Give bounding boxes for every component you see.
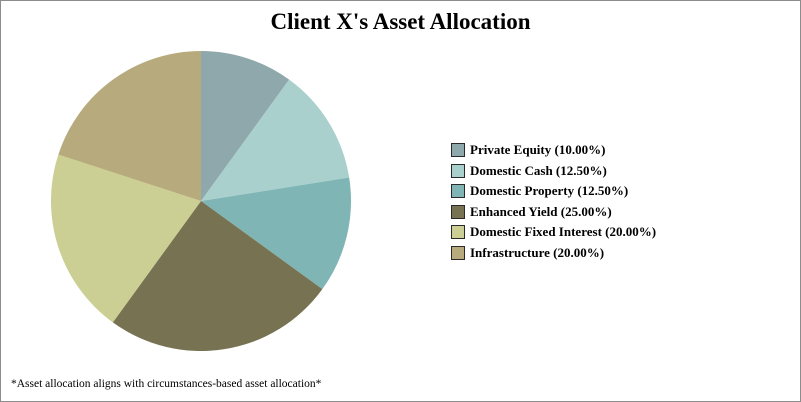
- chart-legend: Private Equity (10.00%) Domestic Cash (12…: [451, 140, 656, 263]
- chart-footnote: *Asset allocation aligns with circumstan…: [11, 378, 322, 390]
- legend-label: Domestic Property (12.50%): [470, 183, 629, 199]
- pie-slice-1: [201, 51, 290, 201]
- legend-item: Enhanced Yield (25.00%): [451, 202, 656, 223]
- legend-item: Private Equity (10.00%): [451, 140, 656, 161]
- legend-swatch: [451, 143, 465, 158]
- legend-swatch: [451, 184, 465, 199]
- legend-swatch: [451, 225, 465, 240]
- legend-label: Domestic Cash (12.50%): [470, 162, 607, 178]
- legend-item: Domestic Fixed Interest (20.00%): [451, 222, 656, 243]
- legend-label: Infrastructure (20.00%): [470, 244, 605, 260]
- pie-slice-2: [201, 79, 350, 201]
- legend-swatch: [451, 204, 465, 219]
- pie-slice-4: [112, 201, 323, 351]
- legend-item: Domestic Cash (12.50%): [451, 161, 656, 182]
- pie-slice-6: [58, 51, 202, 201]
- legend-label: Enhanced Yield (25.00%): [470, 203, 612, 219]
- legend-item: Domestic Property (12.50%): [451, 181, 656, 202]
- pie-slice-5: [50, 154, 201, 323]
- chart-title: Client X's Asset Allocation: [270, 9, 531, 34]
- legend-swatch: [451, 245, 465, 260]
- legend-label: Domestic Fixed Interest (20.00%): [470, 224, 657, 240]
- legend-label: Private Equity (10.00%): [470, 142, 606, 158]
- legend-swatch: [451, 163, 465, 178]
- legend-item: Infrastructure (20.00%): [451, 243, 656, 264]
- pie-slice-3: [201, 177, 351, 290]
